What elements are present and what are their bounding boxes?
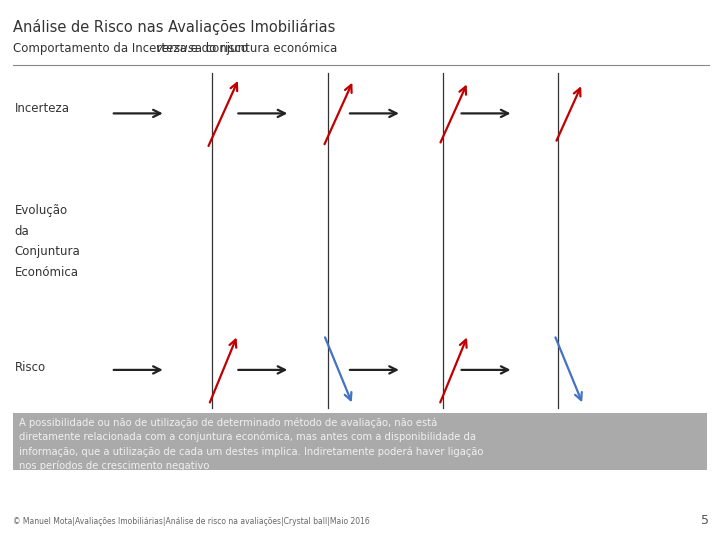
- Text: © Manuel Mota|Avaliações Imobiliárias|Análise de risco na avaliações|Crystal bal: © Manuel Mota|Avaliações Imobiliárias|An…: [13, 517, 369, 526]
- Text: Económica: Económica: [14, 266, 78, 279]
- Text: Risco: Risco: [14, 361, 45, 374]
- Text: a conjuntura económica: a conjuntura económica: [191, 42, 337, 55]
- Text: Análise de Risco nas Avaliações Imobiliárias: Análise de Risco nas Avaliações Imobiliá…: [13, 19, 336, 35]
- Text: A possibilidade ou não de utilização de determinado método de avaliação, não est: A possibilidade ou não de utilização de …: [19, 417, 483, 471]
- Text: versus: versus: [156, 42, 194, 55]
- Text: Conjuntura: Conjuntura: [14, 245, 80, 258]
- Text: Evolução: Evolução: [14, 204, 68, 217]
- Text: da: da: [14, 225, 29, 238]
- Text: Incerteza: Incerteza: [14, 102, 69, 114]
- Text: Comportamento da Incerteza e do risco: Comportamento da Incerteza e do risco: [13, 42, 252, 55]
- Bar: [13, 413, 707, 470]
- Text: 5: 5: [701, 514, 709, 526]
